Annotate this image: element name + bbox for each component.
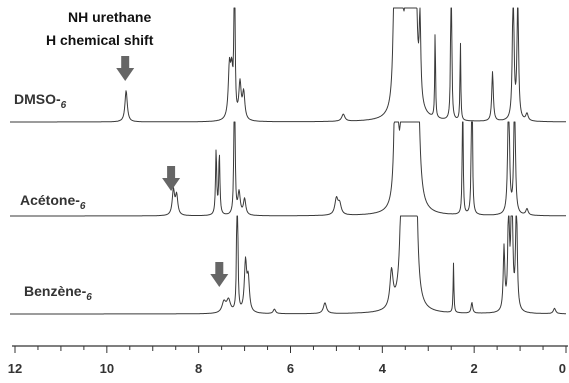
x-tick-label: 12 — [8, 361, 22, 376]
x-tick-label: 4 — [379, 361, 387, 376]
x-tick-label: 8 — [195, 361, 202, 376]
nh-peak-arrow-2 — [162, 166, 181, 191]
solvent-labels: DMSO-6 Acétone-6 Benzène-6 — [14, 91, 92, 303]
x-axis: 12 10 8 6 4 2 0 — [8, 345, 568, 376]
x-tick-label: 0 — [559, 361, 566, 376]
spectra-layer — [10, 7, 566, 315]
annotation-line-2: H chemical shift — [46, 32, 154, 48]
x-tick-label: 2 — [471, 361, 478, 376]
spectrum-line-1 — [10, 7, 566, 123]
solvent-label-dmso: DMSO-6 — [14, 91, 67, 111]
annotation: NH urethane H chemical shift — [46, 9, 154, 48]
x-tick-label: 6 — [287, 361, 294, 376]
nh-peak-arrow-3 — [210, 262, 229, 287]
solvent-label-benzene: Benzène-6 — [24, 283, 92, 303]
spectrum-line-2 — [10, 121, 566, 217]
x-tick-label: 10 — [100, 361, 114, 376]
spectrum-line-3 — [10, 215, 566, 315]
x-axis-ticks: 12 10 8 6 4 2 0 — [8, 346, 567, 376]
arrow-layer — [116, 56, 229, 287]
nh-peak-arrow-1 — [116, 56, 135, 81]
annotation-line-1: NH urethane — [68, 9, 151, 25]
solvent-label-acetone: Acétone-6 — [20, 192, 86, 212]
